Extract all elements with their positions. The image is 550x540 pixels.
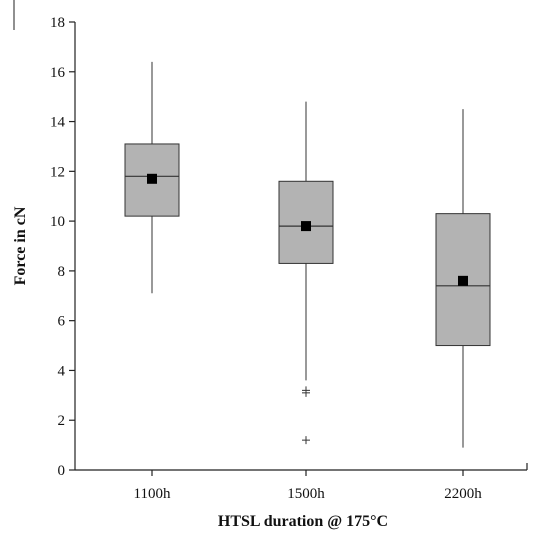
mean-marker [301,221,311,232]
y-tick-label: 6 [58,314,66,330]
boxes [124,61,491,448]
x-axis: 1100h 1500h 2200h [134,470,482,502]
y-tick-label: 14 [50,115,66,131]
x-tick-label: 2200h [444,486,482,502]
mean-marker [147,173,157,184]
mean-marker [458,275,468,286]
y-axis: 0 2 4 6 8 10 12 14 16 18 [50,15,75,479]
box-2200h [435,109,491,448]
y-tick-label: 0 [58,463,66,479]
y-tick-label: 12 [50,164,65,180]
outlier-marker [302,436,310,445]
y-tick-label: 16 [50,65,66,81]
y-tick-label: 2 [58,413,66,429]
y-tick-label: 10 [50,214,65,230]
iqr-box [278,180,334,264]
x-tick-label: 1100h [134,486,171,502]
box-1500h [278,101,334,445]
y-tick-label: 4 [58,363,66,379]
box-1100h [124,61,180,294]
y-tick-label: 18 [50,15,65,31]
x-axis-title: HTSL duration @ 175°C [218,513,388,530]
plot-frame [13,0,528,471]
y-axis-title: Force in cN [12,206,29,285]
outlier-marker [302,388,310,397]
y-tick-label: 8 [58,264,66,280]
x-tick-label: 1500h [287,486,325,502]
